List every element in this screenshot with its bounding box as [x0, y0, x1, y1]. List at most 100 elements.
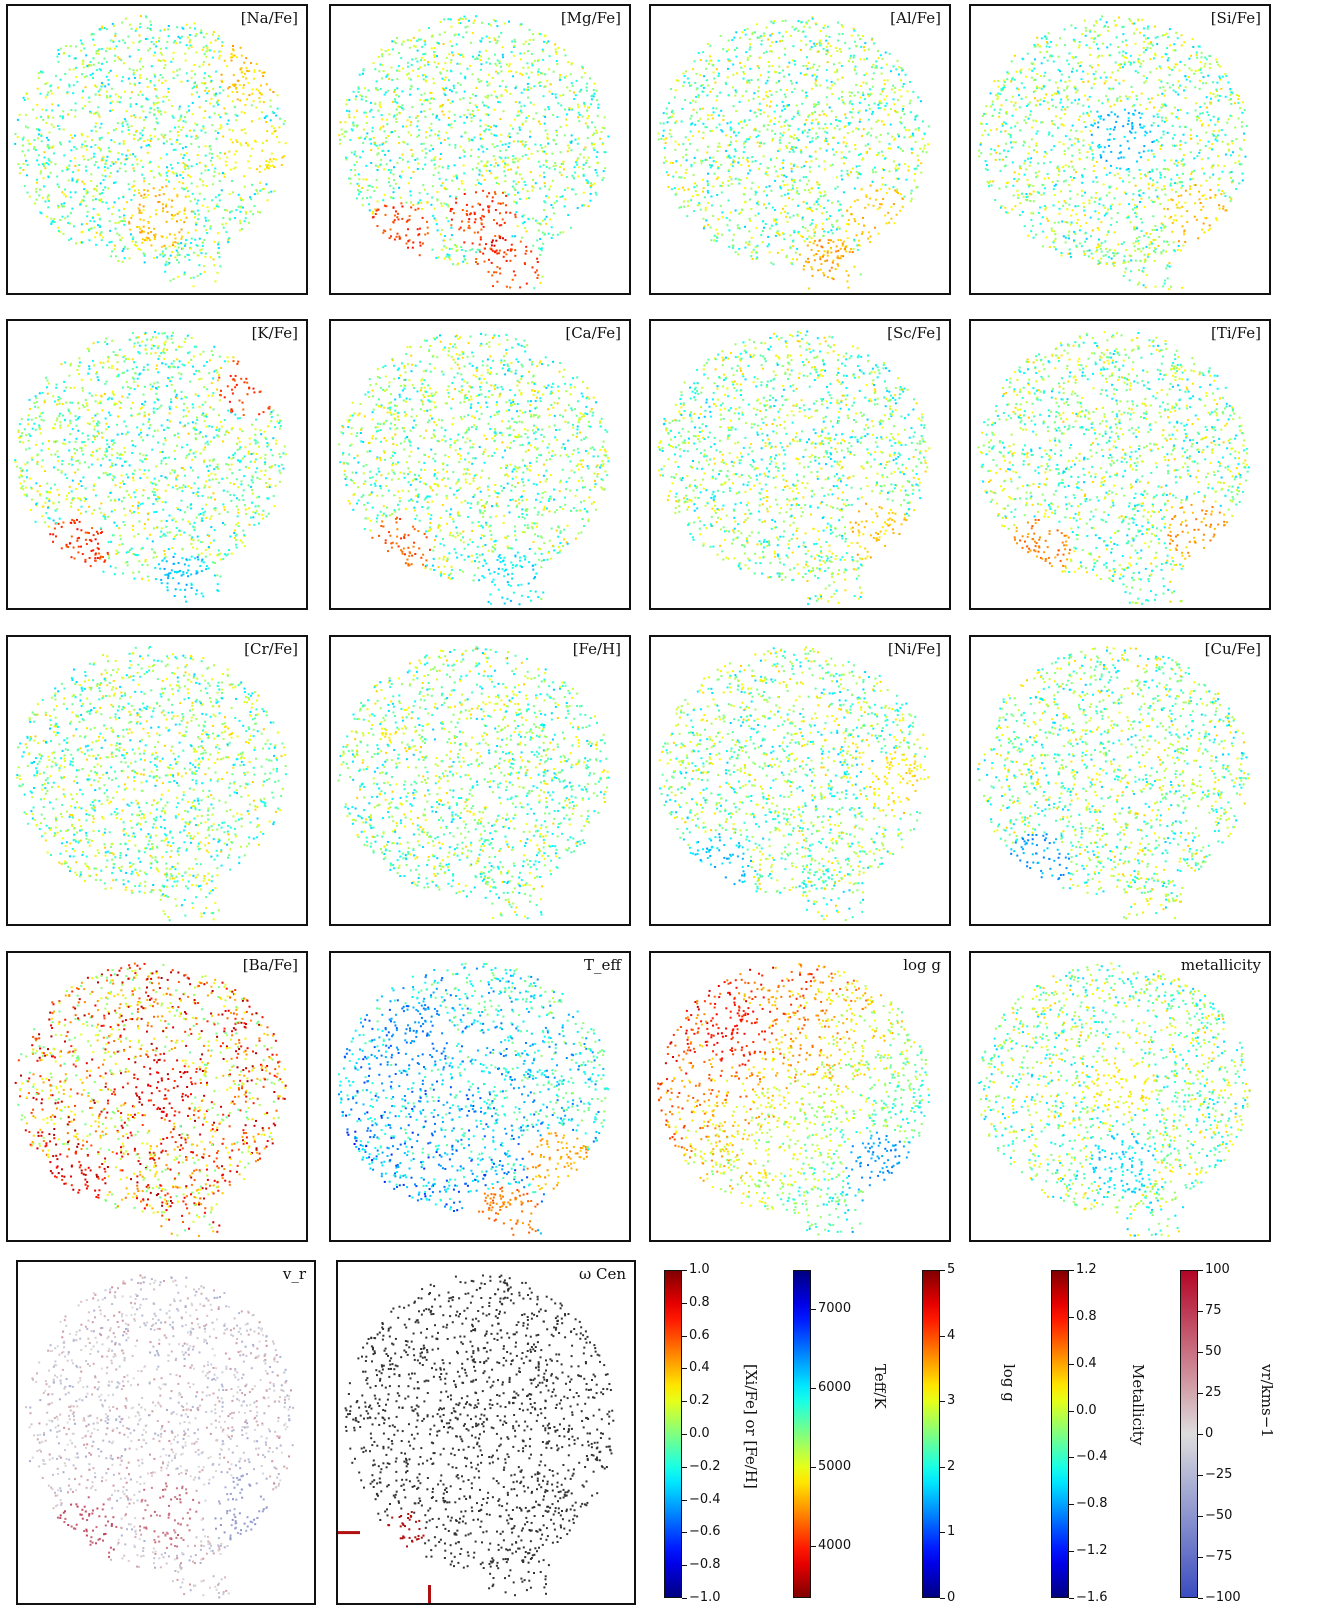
data-point	[927, 125, 930, 128]
data-point	[494, 193, 497, 195]
data-point	[129, 153, 132, 156]
data-point	[682, 85, 685, 88]
data-point	[370, 162, 373, 164]
data-point	[869, 93, 872, 96]
data-point	[1085, 237, 1088, 240]
data-point	[693, 161, 696, 164]
data-point	[600, 131, 603, 133]
data-point	[840, 96, 843, 98]
data-point	[393, 179, 395, 182]
data-point	[162, 135, 165, 138]
data-point	[1028, 145, 1031, 148]
data-point	[439, 21, 442, 23]
data-point	[709, 226, 712, 229]
data-point	[145, 144, 148, 147]
data-point	[234, 161, 237, 164]
data-point	[481, 214, 484, 217]
data-point	[112, 206, 115, 209]
data-point	[1064, 221, 1067, 224]
data-point	[710, 195, 713, 198]
data-point	[845, 223, 848, 226]
data-point	[904, 163, 907, 166]
data-point	[1098, 143, 1101, 146]
data-point	[40, 71, 43, 74]
data-point	[564, 108, 566, 111]
data-point	[804, 146, 807, 149]
data-point	[162, 95, 165, 98]
data-point	[463, 151, 466, 153]
data-point	[442, 43, 445, 46]
data-point	[55, 74, 57, 77]
data-point	[450, 90, 453, 93]
data-point	[787, 128, 790, 131]
data-point	[129, 228, 132, 231]
data-point	[544, 73, 547, 76]
data-point	[850, 248, 852, 251]
data-point	[153, 73, 156, 76]
data-point	[897, 192, 899, 195]
data-point	[23, 185, 26, 187]
data-point	[741, 31, 744, 34]
data-point	[450, 226, 453, 229]
data-point	[167, 25, 170, 27]
data-point	[1032, 90, 1035, 93]
data-point	[419, 244, 422, 247]
data-point	[604, 167, 607, 170]
data-point	[383, 130, 386, 133]
data-point	[770, 94, 773, 96]
data-point	[988, 185, 990, 188]
data-point	[518, 158, 521, 161]
data-point	[474, 184, 477, 186]
data-point	[1090, 123, 1093, 126]
data-point	[858, 244, 860, 246]
data-point	[421, 208, 423, 210]
data-point	[699, 74, 702, 77]
data-point	[155, 88, 158, 91]
data-point	[767, 61, 770, 63]
data-point	[863, 224, 865, 227]
data-point	[801, 131, 804, 134]
data-point	[696, 149, 699, 152]
data-point	[898, 73, 900, 76]
data-point	[463, 255, 466, 258]
data-point	[720, 163, 723, 166]
data-point	[881, 183, 884, 186]
data-point	[269, 99, 272, 102]
data-point	[552, 206, 555, 209]
data-point	[1007, 72, 1010, 75]
data-point	[243, 128, 246, 131]
data-point	[744, 201, 747, 204]
data-point	[50, 92, 53, 95]
data-point	[1237, 95, 1240, 97]
data-point	[95, 231, 98, 234]
data-point	[1103, 214, 1106, 217]
data-point	[1116, 212, 1119, 214]
data-point	[834, 127, 836, 130]
data-point	[119, 238, 122, 241]
data-point	[1098, 238, 1100, 241]
data-point	[1236, 94, 1239, 96]
data-point	[742, 71, 745, 73]
data-point	[751, 33, 754, 36]
data-point	[706, 94, 709, 97]
data-point	[808, 155, 811, 158]
data-point	[205, 219, 207, 222]
data-point	[561, 195, 564, 198]
data-point	[814, 78, 817, 81]
data-point	[72, 171, 75, 174]
data-point	[514, 189, 517, 191]
data-point	[1068, 52, 1071, 55]
data-point	[194, 35, 197, 37]
data-point	[485, 49, 488, 52]
data-point	[755, 251, 758, 254]
data-point	[178, 68, 181, 71]
data-point	[801, 102, 804, 105]
data-point	[96, 213, 99, 216]
data-point	[733, 130, 736, 133]
data-point	[416, 157, 419, 160]
data-point	[738, 212, 741, 215]
data-point	[684, 99, 687, 101]
data-point	[473, 211, 476, 214]
data-point	[228, 218, 231, 221]
data-point	[68, 55, 71, 58]
